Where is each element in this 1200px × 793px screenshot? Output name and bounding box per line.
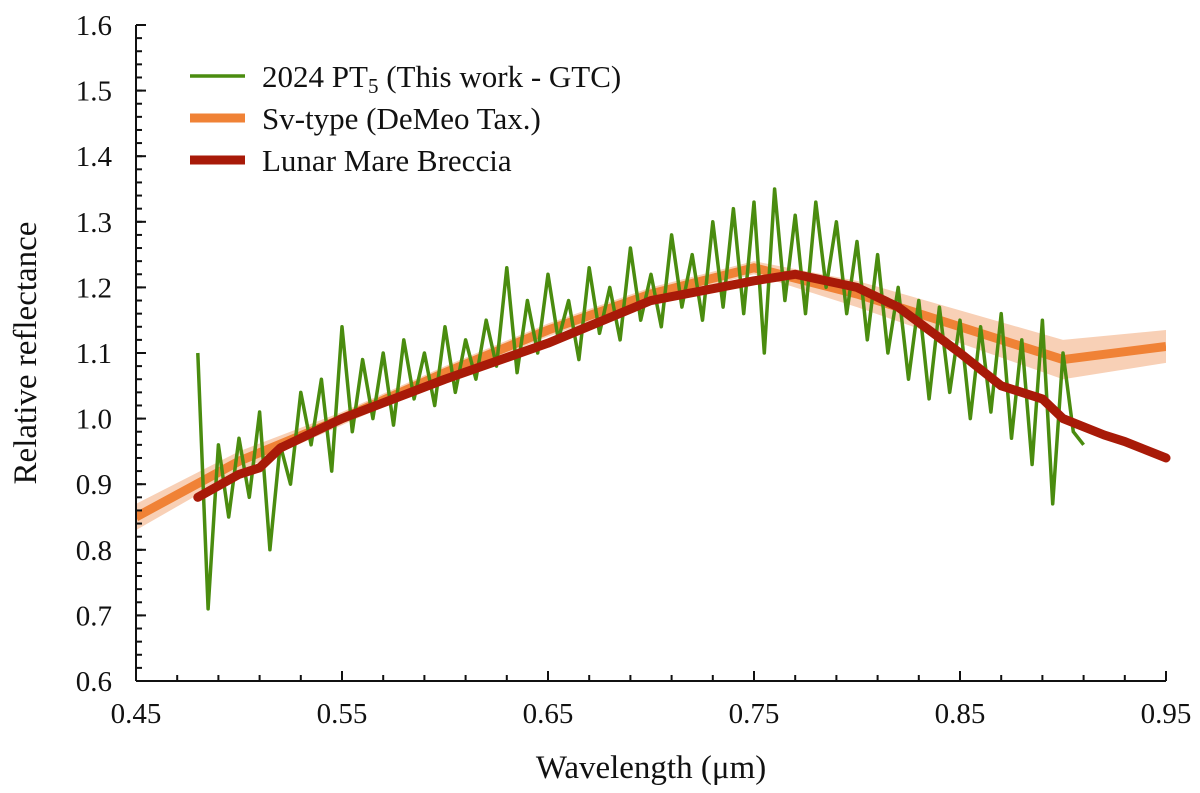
y-axis-label: Relative reflectance (8, 222, 44, 485)
y-tick-label: 1.6 (76, 10, 112, 42)
y-tick-label: 0.6 (76, 666, 112, 698)
x-tick-label: 0.75 (729, 698, 780, 730)
legend-label: Sv-type (DeMeo Tax.) (262, 101, 541, 136)
x-tick-label: 0.45 (111, 698, 162, 730)
y-tick-label: 0.8 (76, 535, 112, 567)
x-tick-label: 0.65 (523, 698, 574, 730)
y-tick-label: 1.4 (76, 141, 113, 173)
y-tick-label: 1.5 (76, 76, 112, 108)
x-tick-label: 0.95 (1141, 698, 1192, 730)
y-tick-label: 0.7 (76, 600, 112, 632)
x-tick-label: 0.85 (935, 698, 986, 730)
y-tick-label: 1.2 (76, 272, 112, 304)
y-tick-label: 1.1 (76, 338, 112, 370)
y-tick-label: 1.3 (76, 207, 112, 239)
legend-label: Lunar Mare Breccia (262, 143, 512, 178)
x-tick-label: 0.55 (317, 698, 368, 730)
pt5-spectrum-line (196, 187, 1085, 611)
y-tick-label: 0.9 (76, 469, 112, 501)
legend-label: 2024 PT5 (This work - GTC) (262, 59, 621, 98)
lunar-breccia-line (193, 269, 1171, 502)
x-axis-label: Wavelength (μm) (536, 750, 766, 786)
y-tick-label: 1.0 (76, 404, 112, 436)
